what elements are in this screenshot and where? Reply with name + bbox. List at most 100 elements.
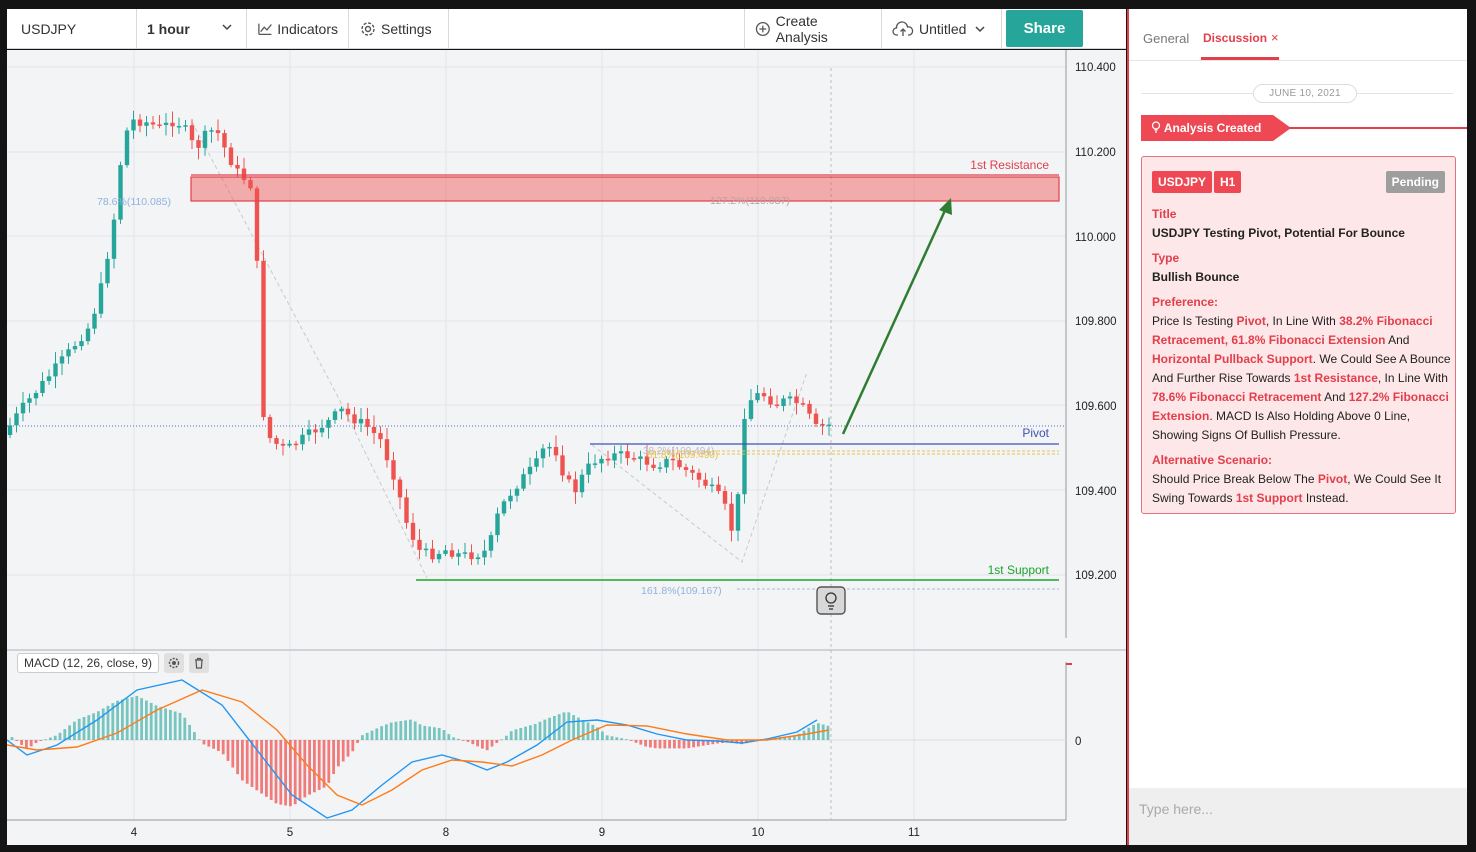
type-label: Type <box>1152 251 1180 265</box>
candle-body <box>488 535 494 551</box>
macd-line <box>7 679 818 819</box>
macd-histogram-bar <box>615 737 619 740</box>
candle-body <box>573 479 578 493</box>
candle-body <box>462 552 468 554</box>
tab-discussion[interactable]: Discussion <box>1203 31 1268 45</box>
macd-histogram-bar <box>34 740 38 744</box>
text-run: Should Price Break Below The <box>1152 472 1318 486</box>
indicators-button[interactable]: Indicators <box>248 9 349 48</box>
settings-button[interactable]: Settings <box>350 9 449 48</box>
candle-body <box>300 434 305 445</box>
macd-histogram-bar <box>509 731 513 740</box>
candle-body <box>527 466 533 475</box>
candle-body <box>235 164 240 169</box>
lightbulb-icon[interactable] <box>816 586 846 615</box>
indicators-label: Indicators <box>277 20 338 37</box>
candle-body <box>124 130 130 166</box>
macd-histogram-bar <box>711 740 715 745</box>
macd-histogram-bar <box>274 740 278 804</box>
macd-histogram-bar <box>125 698 129 740</box>
candle-body <box>677 460 682 468</box>
candle-body <box>215 130 221 134</box>
candle-body <box>176 125 182 128</box>
layout-name-dropdown[interactable]: Untitled <box>882 9 1002 48</box>
analysis-created-row: Analysis Created <box>1141 115 1467 141</box>
macd-histogram-bar <box>217 740 220 751</box>
text-run: And <box>1321 390 1349 404</box>
macd-histogram-bar <box>524 726 527 740</box>
macd-histogram-bar <box>44 739 47 741</box>
text-run: And <box>1385 333 1410 347</box>
candle-body <box>391 460 396 480</box>
candle-body <box>482 550 487 558</box>
support-label: 1st Support <box>988 563 1050 577</box>
macd-histogram-bar <box>394 721 398 740</box>
highlight-run: 78.6% Fibonacci Retracement <box>1152 390 1322 404</box>
candle-body <box>716 484 721 492</box>
macd-histogram-bar <box>413 721 417 740</box>
macd-histogram-bar <box>298 740 302 801</box>
macd-histogram-bar <box>461 740 465 741</box>
candle-body <box>534 458 539 467</box>
analysis-sidebar: General Discussion × JUNE 10, 2021 Analy… <box>1127 9 1467 845</box>
interval-label: 1 hour <box>147 20 190 37</box>
candle-body <box>781 398 786 407</box>
chart-area[interactable]: 110.400 110.200 110.000 109.800 109.600 … <box>7 50 1126 845</box>
tab-close-button[interactable]: × <box>1271 30 1279 45</box>
candle-body <box>339 408 344 412</box>
created-divider <box>1141 127 1467 129</box>
macd-histogram-bar <box>77 718 81 740</box>
macd-histogram-bar <box>250 740 254 787</box>
indicator-settings-button[interactable] <box>164 653 185 673</box>
macd-histogram-bar <box>788 735 791 740</box>
time-tick: 10 <box>752 827 765 839</box>
create-analysis-button[interactable]: Create Analysis <box>744 9 882 48</box>
macd-zero-tick: 0 <box>1075 736 1081 748</box>
share-button[interactable]: Share <box>1006 10 1083 47</box>
status-badge: Pending <box>1385 171 1445 193</box>
macd-histogram-bar <box>538 721 542 740</box>
macd-histogram-bar <box>92 713 95 740</box>
candle-body <box>53 363 58 377</box>
candle-body <box>248 180 253 189</box>
chevron-down-icon <box>975 26 985 33</box>
fib-786-label: 78.6%(110.085) <box>97 196 171 208</box>
macd-histogram-bar <box>577 717 580 740</box>
candle-body <box>228 147 234 165</box>
candlestick-series <box>7 110 832 566</box>
indicator-delete-button[interactable] <box>189 653 210 673</box>
highlight-run: Pivot <box>1236 314 1266 328</box>
macd-histogram-bar <box>341 740 345 762</box>
tab-general[interactable]: General <box>1143 31 1190 46</box>
macd-histogram-bar <box>255 740 259 791</box>
candle-body <box>332 411 338 420</box>
candle-body <box>358 418 364 424</box>
macd-histogram-bar <box>68 725 71 740</box>
macd-histogram-bar <box>634 740 638 743</box>
symbol-selector[interactable]: USDJPY <box>7 9 137 48</box>
candle-body <box>170 122 175 127</box>
message-input[interactable] <box>1139 796 1457 822</box>
candle-body <box>202 130 208 148</box>
projection-arrow[interactable] <box>841 198 952 435</box>
macd-indicator-label[interactable]: MACD (12, 26, close, 9) <box>17 653 160 673</box>
macd-histogram-bar <box>145 700 148 740</box>
candle-body <box>430 548 435 560</box>
macd-histogram-bar <box>644 740 647 747</box>
candle-body <box>521 474 526 489</box>
interval-selector[interactable]: 1 hour <box>137 9 247 48</box>
candle-body <box>254 188 260 261</box>
candle-body <box>404 497 409 523</box>
macd-histogram-bar <box>279 740 283 805</box>
price-tick: 109.400 <box>1075 486 1117 498</box>
macd-histogram <box>10 695 830 807</box>
macd-histogram-bar <box>701 740 705 746</box>
macd-histogram-bar <box>106 705 110 740</box>
macd-histogram-bar <box>241 740 244 781</box>
candle-body <box>475 557 481 560</box>
candle-body <box>709 484 715 487</box>
macd-histogram-bar <box>226 740 230 761</box>
price-chart[interactable]: 110.400 110.200 110.000 109.800 109.600 … <box>7 50 1126 845</box>
resistance-zone[interactable] <box>190 176 1060 202</box>
symbol-badge: USDJPY <box>1152 171 1213 193</box>
